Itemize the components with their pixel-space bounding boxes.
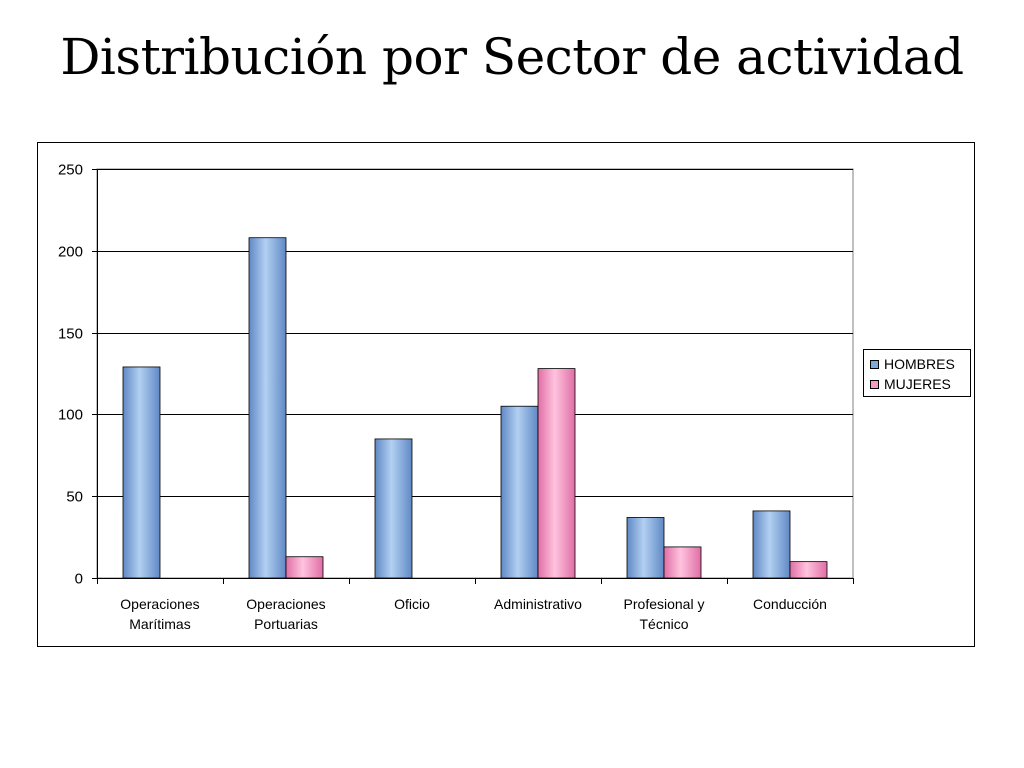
- x-tick-label: Operaciones Marítimas: [120, 596, 199, 632]
- x-tick-label: Oficio: [394, 596, 430, 612]
- legend-item-mujeres: MUJERES: [870, 374, 970, 394]
- plot-area: [96, 168, 854, 579]
- bar-hombres-1: [248, 237, 287, 579]
- y-tick-label: 200: [58, 244, 83, 261]
- bar-mujeres-3: [537, 368, 576, 579]
- y-tick-label: 100: [58, 407, 83, 424]
- y-tick-label: 0: [75, 571, 83, 588]
- x-tick-label: Administrativo: [494, 596, 582, 612]
- x-tick-label-line: Administrativo: [494, 596, 582, 612]
- x-tick-label-line: Portuarias: [254, 616, 318, 632]
- x-tick-label: Profesional y Técnico: [624, 596, 705, 632]
- x-tick-label: Conducción: [753, 596, 827, 612]
- bar-mujeres-4: [663, 546, 702, 579]
- bar-hombres-2: [374, 438, 413, 579]
- bar-hombres-0: [122, 366, 161, 579]
- slide-title: Distribución por Sector de actividad: [60, 28, 964, 86]
- x-tick-label: Operaciones Portuarias: [246, 596, 325, 632]
- legend-label-hombres: HOMBRES: [884, 356, 955, 372]
- legend-swatch-hombres: [870, 359, 879, 369]
- bar-hombres-5: [752, 510, 791, 579]
- x-tick-label-line: Profesional y: [624, 596, 705, 612]
- y-tick-label: 150: [58, 326, 83, 343]
- legend-item-hombres: HOMBRES: [870, 354, 970, 374]
- x-tick-label-line: Operaciones: [120, 596, 199, 612]
- bar-mujeres-1: [285, 556, 324, 579]
- legend-swatch-mujeres: [870, 379, 879, 389]
- y-tick-label: 50: [66, 489, 83, 506]
- y-tick-label: 250: [58, 162, 83, 179]
- bar-hombres-3: [500, 405, 539, 579]
- bar-mujeres-5: [789, 561, 828, 579]
- x-tick-label-line: Operaciones: [246, 596, 325, 612]
- x-tick-label-line: Marítimas: [129, 616, 190, 632]
- x-tick-label-line: Técnico: [639, 616, 688, 632]
- bar-hombres-4: [626, 517, 665, 579]
- chart-legend: HOMBRES MUJERES: [863, 349, 971, 397]
- x-tick-label-line: Conducción: [753, 596, 827, 612]
- legend-label-mujeres: MUJERES: [884, 376, 951, 392]
- x-tick-label-line: Oficio: [394, 596, 430, 612]
